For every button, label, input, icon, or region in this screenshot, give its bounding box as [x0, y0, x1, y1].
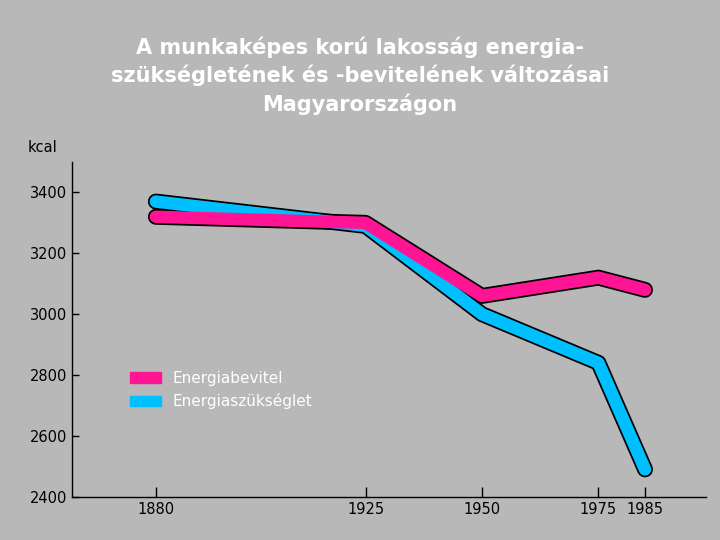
Legend: Energiabevitel, Energiaszükséglet: Energiabevitel, Energiaszükséglet	[124, 364, 319, 415]
Text: kcal: kcal	[27, 140, 58, 156]
Text: A munkaképes korú lakosság energia-
szükségletének és -bevitelének változásai
Ma: A munkaképes korú lakosság energia- szük…	[111, 36, 609, 115]
